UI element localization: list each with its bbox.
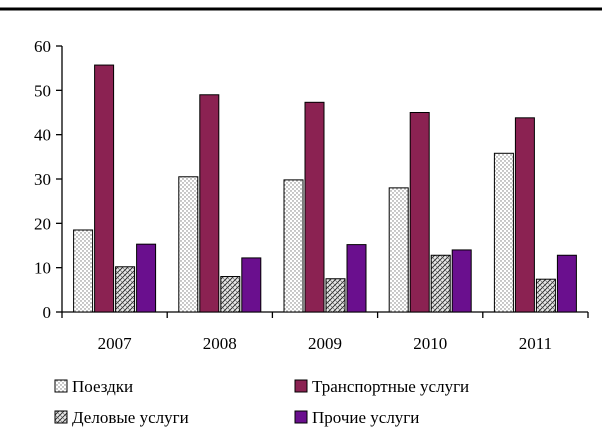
bar-2007-series-2 [115, 266, 136, 313]
bar-2008-series-1 [199, 94, 220, 313]
bar-2008-series-2 [220, 276, 241, 313]
x-tick-label: 2011 [519, 334, 552, 353]
legend-swatch [294, 410, 308, 424]
y-tick-label: 30 [34, 170, 51, 189]
y-tick-label: 40 [34, 126, 51, 145]
legend-swatch [294, 379, 308, 393]
bar-2009-series-2 [325, 278, 346, 313]
legend-swatch [54, 410, 68, 424]
legend-label: Транспортные услуги [312, 377, 469, 396]
bar-2007-series-0 [73, 229, 94, 313]
x-tick-label: 2008 [203, 334, 237, 353]
bar-2007-series-1 [94, 64, 115, 313]
bar-2011-series-0 [493, 152, 514, 313]
y-tick-label: 0 [43, 303, 52, 322]
y-tick-label: 10 [34, 259, 51, 278]
bar-2009-series-1 [304, 101, 325, 313]
bar-2010-series-2 [430, 254, 451, 313]
bar-2010-series-0 [388, 187, 409, 313]
legend-label: Прочие услуги [312, 408, 419, 427]
legend: Поездки Транспортные услуги Деловые услуги… [54, 377, 469, 427]
legend-label: Поездки [72, 377, 133, 396]
bar-2007-series-3 [136, 243, 157, 313]
bar-2009-series-0 [283, 179, 304, 313]
plot-area: 0 10 20 30 40 50 60 2007 2008 2009 2010 2011 [34, 37, 589, 353]
bar-2008-series-0 [178, 176, 199, 313]
x-tick-label: 2009 [308, 334, 342, 353]
legend-swatch [54, 379, 68, 393]
bar-2009-series-3 [346, 244, 367, 313]
y-tick-label: 60 [34, 37, 51, 56]
x-tick-label: 2007 [98, 334, 133, 353]
bar-2011-series-1 [514, 117, 535, 313]
bar-2011-series-2 [535, 278, 556, 313]
bar-2010-series-1 [409, 112, 430, 313]
y-tick-label: 50 [34, 81, 51, 100]
bar-2011-series-3 [556, 254, 577, 313]
y-tick-label: 20 [34, 214, 51, 233]
x-tick-label: 2010 [413, 334, 447, 353]
legend-label: Деловые услуги [72, 408, 189, 427]
bar-2008-series-3 [241, 257, 262, 313]
bar-2010-series-3 [451, 249, 472, 313]
